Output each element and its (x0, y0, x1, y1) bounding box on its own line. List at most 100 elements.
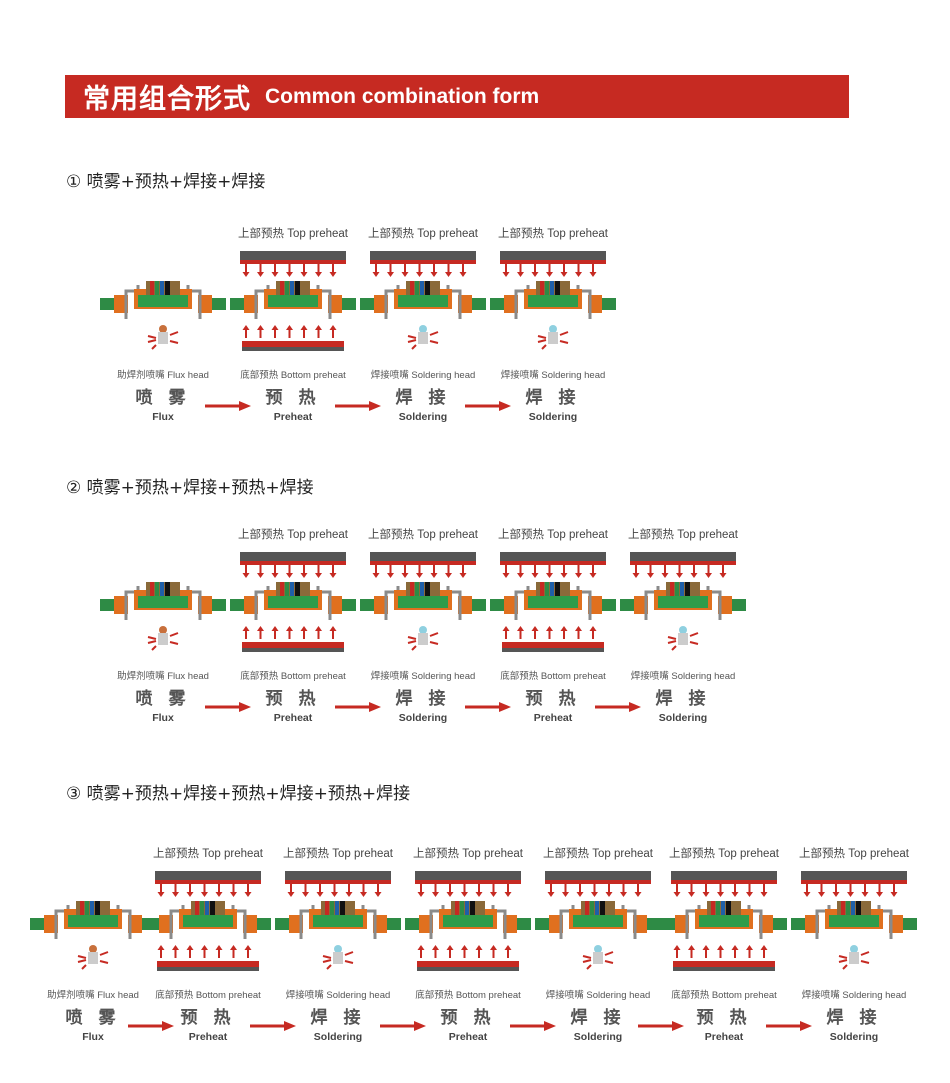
flow-arrow-icon (465, 697, 511, 712)
bottom-heater-icon (417, 945, 519, 971)
stage-preheat: 上部预热 Top preheat 底部预热 Bottom preheat 预 热 P… (403, 845, 533, 1045)
stage-illustration (230, 552, 356, 652)
stage-soldering: 上部预热 Top preheat 焊接喷嘴 Soldering head 焊 接 S… (358, 526, 488, 726)
flow-arrow-icon (250, 1016, 296, 1031)
stage-illustration (230, 251, 356, 351)
stage-name-en: Soldering (829, 1031, 879, 1043)
stage-name-en: Soldering (658, 712, 708, 724)
header-banner: 常用组合形式 Common combination form (65, 75, 849, 118)
top-preheat-label: 上部预热 Top preheat (368, 228, 478, 240)
pcb-board (230, 281, 356, 319)
stage-name-cn: 焊 接 (525, 388, 581, 408)
stage-device-label: 焊接喷嘴 Soldering head (630, 671, 736, 682)
top-heater-icon (801, 871, 907, 897)
flow-arrow-icon (510, 1016, 556, 1031)
top-preheat-label: 上部预热 Top preheat (283, 848, 393, 860)
stage-name-cn: 预 热 (265, 388, 321, 408)
stage-flux: 助焊剂喷嘴 Flux head 喷 雾 Flux (28, 845, 158, 1045)
top-preheat-label: 上部预热 Top preheat (628, 529, 738, 541)
section-1-title: ① 喷雾+预热+焊接+焊接 (66, 172, 266, 192)
top-heater-icon (370, 552, 476, 578)
flow-arrow-icon (335, 697, 381, 712)
pcb-board (100, 281, 226, 319)
pcb-board (100, 582, 226, 620)
nozzle-icon (322, 945, 354, 970)
top-preheat-label: 上部预热 Top preheat (153, 848, 263, 860)
stage-device-label: 底部预热 Bottom preheat (240, 671, 346, 682)
bottom-heater-icon (502, 626, 604, 652)
stage-illustration (490, 251, 616, 350)
stage-illustration (275, 871, 401, 970)
flow-arrow-icon (205, 697, 251, 712)
stage-name-cn: 焊 接 (570, 1008, 626, 1028)
pcb-board (275, 901, 401, 939)
stage-soldering: 上部预热 Top preheat 焊接喷嘴 Soldering head 焊 接 S… (618, 526, 748, 726)
stage-flux: 助焊剂喷嘴 Flux head 喷 雾 Flux (98, 225, 228, 425)
pcb-board (620, 582, 746, 620)
stage-preheat: 上部预热 Top preheat 底部预热 Bottom preheat 预 热 P… (143, 845, 273, 1045)
stage-device-label: 焊接喷嘴 Soldering head (801, 990, 907, 1001)
stage-illustration (100, 582, 226, 651)
stage-name-en: Preheat (273, 411, 313, 423)
stage-device-label: 焊接喷嘴 Soldering head (545, 990, 651, 1001)
stage-name-en: Preheat (273, 712, 313, 724)
stage-soldering: 上部预热 Top preheat 焊接喷嘴 Soldering head 焊 接 S… (789, 845, 919, 1045)
stage-illustration (661, 871, 787, 971)
stage-illustration (145, 871, 271, 971)
top-preheat-label: 上部预热 Top preheat (669, 848, 779, 860)
pcb-board (145, 901, 271, 939)
nozzle-icon (77, 945, 109, 970)
stage-name-cn: 预 热 (525, 689, 581, 709)
pcb-board (230, 582, 356, 620)
top-preheat-label: 上部预热 Top preheat (368, 529, 478, 541)
stage-soldering: 上部预热 Top preheat 焊接喷嘴 Soldering head 焊 接 S… (358, 225, 488, 425)
stage-name-en: Flux (152, 712, 174, 724)
stage-name-en: Soldering (398, 712, 448, 724)
stage-illustration (405, 871, 531, 971)
bottom-heater-icon (242, 325, 344, 351)
stage-preheat: 上部预热 Top preheat 底部预热 Bottom preheat 预 热 P… (659, 845, 789, 1045)
stage-name-cn: 焊 接 (655, 689, 711, 709)
stage-name-en: Soldering (313, 1031, 363, 1043)
section-2-title: ② 喷雾+预热+焊接+预热+焊接 (66, 478, 314, 498)
stage-name-cn: 焊 接 (395, 388, 451, 408)
stage-device-label: 底部预热 Bottom preheat (155, 990, 261, 1001)
pcb-board (360, 281, 486, 319)
stage-name-cn: 预 热 (696, 1008, 752, 1028)
stage-device-label: 底部预热 Bottom preheat (500, 671, 606, 682)
stage-soldering: 上部预热 Top preheat 焊接喷嘴 Soldering head 焊 接 S… (533, 845, 663, 1045)
top-heater-icon (630, 552, 736, 578)
stage-device-label: 焊接喷嘴 Soldering head (285, 990, 391, 1001)
stage-name-cn: 焊 接 (826, 1008, 882, 1028)
stage-name-en: Soldering (398, 411, 448, 423)
stage-device-label: 助焊剂喷嘴 Flux head (47, 990, 139, 1001)
stage-illustration (30, 901, 156, 970)
pcb-board (490, 281, 616, 319)
pcb-board (360, 582, 486, 620)
stage-preheat: 上部预热 Top preheat 底部预热 Bottom preheat 预 热 P… (488, 526, 618, 726)
top-preheat-label: 上部预热 Top preheat (238, 529, 348, 541)
top-preheat-label: 上部预热 Top preheat (413, 848, 523, 860)
flow-arrow-icon (638, 1016, 684, 1031)
top-heater-icon (285, 871, 391, 897)
nozzle-icon (582, 945, 614, 970)
stage-name-en: Preheat (533, 712, 573, 724)
stage-name-en: Flux (152, 411, 174, 423)
stage-illustration (620, 552, 746, 651)
pcb-board (490, 582, 616, 620)
section-3-title: ③ 喷雾+预热+焊接+预热+焊接+预热+焊接 (66, 784, 411, 804)
nozzle-icon (147, 626, 179, 651)
top-heater-icon (500, 552, 606, 578)
stage-soldering: 上部预热 Top preheat 焊接喷嘴 Soldering head 焊 接 S… (488, 225, 618, 425)
flow-arrow-icon (380, 1016, 426, 1031)
stage-flux: 助焊剂喷嘴 Flux head 喷 雾 Flux (98, 526, 228, 726)
stage-illustration (100, 281, 226, 350)
bottom-heater-icon (242, 626, 344, 652)
top-heater-icon (240, 251, 346, 277)
pcb-board (30, 901, 156, 939)
top-heater-icon (545, 871, 651, 897)
nozzle-icon (838, 945, 870, 970)
pcb-board (405, 901, 531, 939)
stage-illustration (490, 552, 616, 652)
